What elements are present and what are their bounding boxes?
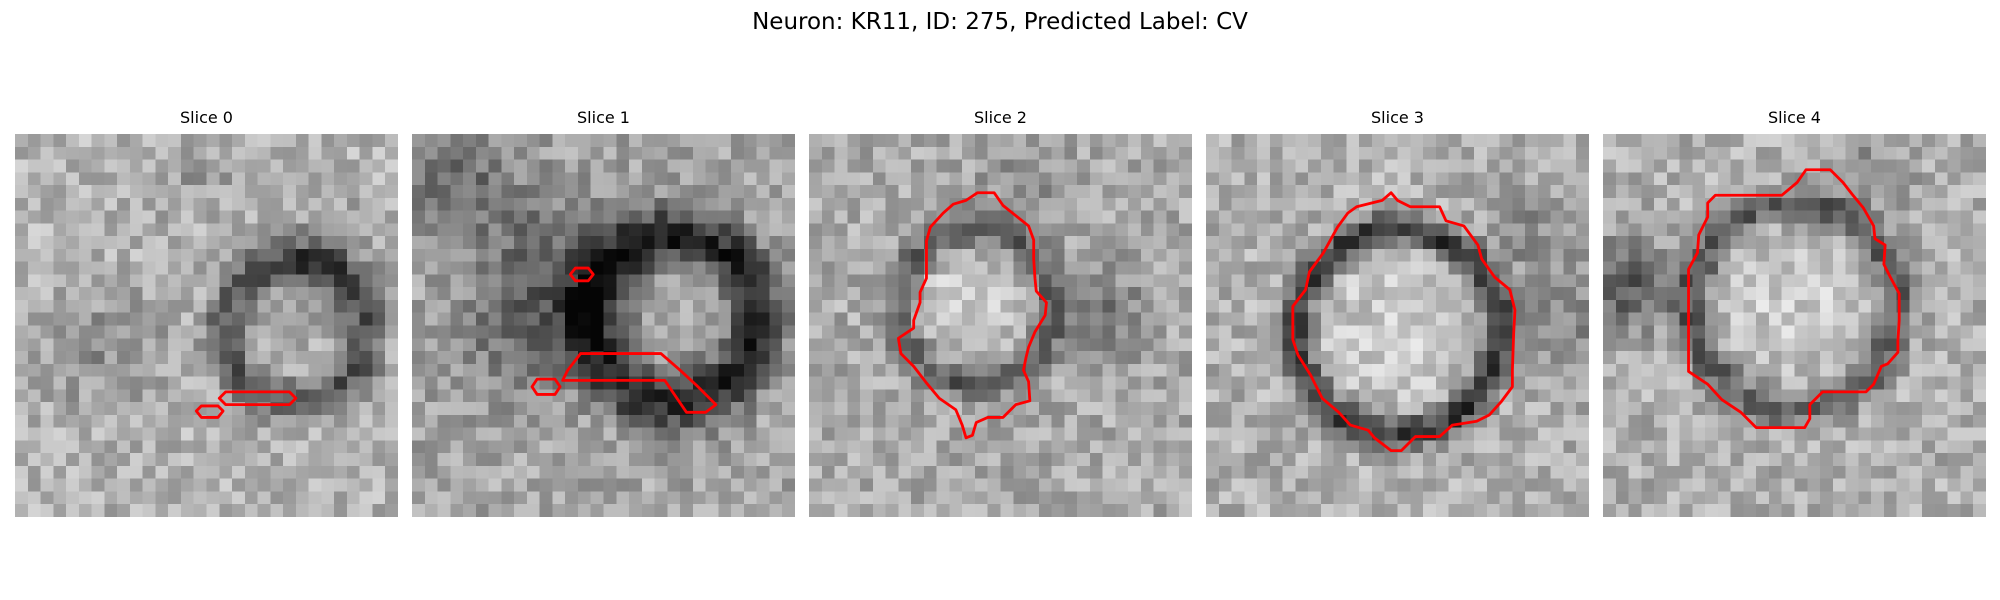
- slice-title-1: Slice 1: [577, 108, 630, 127]
- slice-image-0: [15, 134, 398, 517]
- slice-title-0: Slice 0: [180, 108, 233, 127]
- slice-image-4: [1603, 134, 1986, 517]
- slice-title-2: Slice 2: [974, 108, 1027, 127]
- slice-title-3: Slice 3: [1371, 108, 1424, 127]
- slice-title-4: Slice 4: [1768, 108, 1821, 127]
- segmentation-contour-4-0: [1687, 168, 1901, 430]
- slice-image-1: [412, 134, 795, 517]
- segmentation-contour-3-0: [1291, 191, 1517, 453]
- segmentation-contour-0-1: [194, 404, 225, 419]
- segmentation-contour-2-0: [896, 191, 1048, 440]
- figure-title: Neuron: KR11, ID: 275, Predicted Label: …: [752, 9, 1248, 35]
- slice-image-2: [809, 134, 1192, 517]
- segmentation-contour-1-2: [530, 377, 562, 396]
- slice-image-3: [1206, 134, 1589, 517]
- segmentation-contour-0-0: [217, 390, 298, 407]
- segmentation-contour-1-0: [568, 266, 595, 283]
- segmentation-contour-1-1: [561, 352, 718, 414]
